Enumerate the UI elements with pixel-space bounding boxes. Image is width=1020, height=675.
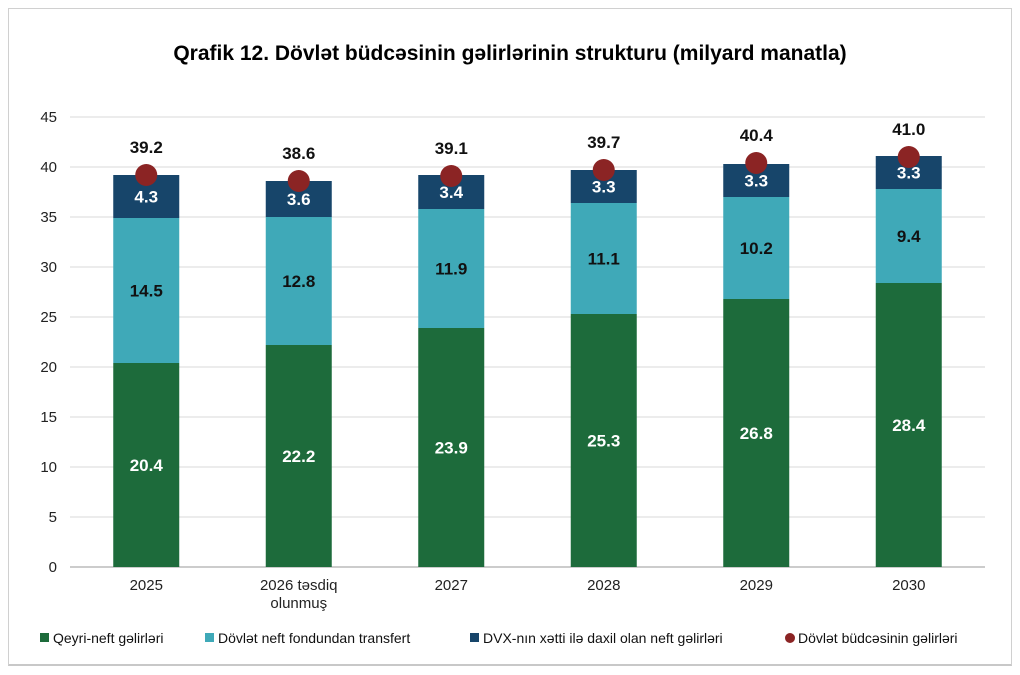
y-tick-label: 0	[49, 559, 57, 576]
chart-title: Qrafik 12. Dövlət büdcəsinin gəlirlərini…	[173, 42, 847, 65]
bar-segment	[875, 189, 942, 283]
total-label: 39.2	[130, 138, 163, 157]
data-label: 22.2	[282, 447, 315, 466]
bar-segment	[418, 328, 485, 567]
bar-segment	[265, 217, 332, 345]
data-label: 11.9	[435, 260, 467, 279]
legend-label: Dövlət büdcəsinin gəlirləri	[798, 630, 958, 646]
data-label: 11.1	[588, 250, 620, 269]
legend-label: Dövlət neft fondundan transfert	[218, 630, 410, 646]
total-point	[897, 146, 920, 168]
data-label: 3.4	[439, 183, 463, 202]
data-label: 12.8	[282, 272, 315, 291]
data-label: 25.3	[587, 432, 620, 451]
y-tick-label: 20	[40, 359, 57, 376]
total-label: 39.1	[435, 139, 468, 158]
bar-segment	[723, 197, 790, 299]
total-point	[745, 152, 768, 174]
bar-segment	[570, 314, 637, 567]
x-tick-label: 2025	[130, 577, 163, 594]
legend-label: Qeyri-neft gəlirləri	[53, 630, 163, 646]
data-label: 14.5	[130, 282, 163, 301]
data-label: 4.3	[134, 188, 158, 207]
bar-segment	[570, 203, 637, 314]
data-label: 10.2	[740, 239, 773, 258]
total-label: 41.0	[892, 120, 925, 139]
y-tick-label: 10	[40, 459, 57, 476]
total-point	[287, 170, 310, 192]
total-point	[440, 165, 463, 187]
data-label: 20.4	[130, 456, 164, 475]
data-label: 3.3	[897, 164, 921, 183]
total-label: 38.6	[282, 144, 315, 163]
data-label: 28.4	[892, 416, 926, 435]
data-label: 9.4	[897, 227, 921, 246]
legend-swatch	[205, 633, 214, 642]
bar-segment	[265, 345, 332, 567]
y-tick-label: 40	[40, 159, 57, 176]
data-label: 23.9	[435, 439, 468, 458]
legend-swatch	[40, 633, 49, 642]
bar-segment	[723, 299, 790, 567]
y-tick-label: 5	[49, 509, 57, 526]
bar-segment	[418, 209, 485, 328]
bar-segment	[113, 218, 180, 363]
x-tick-label: 2030	[892, 577, 925, 594]
chart-frame	[8, 8, 1012, 666]
x-tick-label: 2028	[587, 577, 620, 594]
data-label: 3.6	[287, 190, 311, 209]
x-tick-label: olunmuş	[270, 595, 327, 612]
data-label: 3.3	[592, 178, 616, 197]
bar-segment	[875, 283, 942, 567]
x-tick-label: 2027	[435, 577, 468, 594]
y-tick-label: 35	[40, 209, 57, 226]
total-label: 39.7	[587, 133, 620, 152]
y-tick-label: 30	[40, 259, 57, 276]
y-tick-label: 45	[40, 109, 57, 126]
total-point	[135, 164, 158, 186]
legend-label: DVX-nın xətti ilə daxil olan neft gəlirl…	[483, 630, 723, 646]
bar-segment	[113, 363, 180, 567]
x-tick-label: 2026 təsdiq	[260, 577, 338, 594]
data-label: 3.3	[744, 172, 768, 191]
total-label: 40.4	[740, 126, 774, 145]
x-tick-label: 2029	[740, 577, 773, 594]
legend-swatch	[785, 633, 795, 643]
legend-swatch	[470, 633, 479, 642]
data-label: 26.8	[740, 424, 773, 443]
y-tick-label: 15	[40, 409, 57, 426]
total-point	[592, 159, 615, 181]
y-tick-label: 25	[40, 309, 57, 326]
